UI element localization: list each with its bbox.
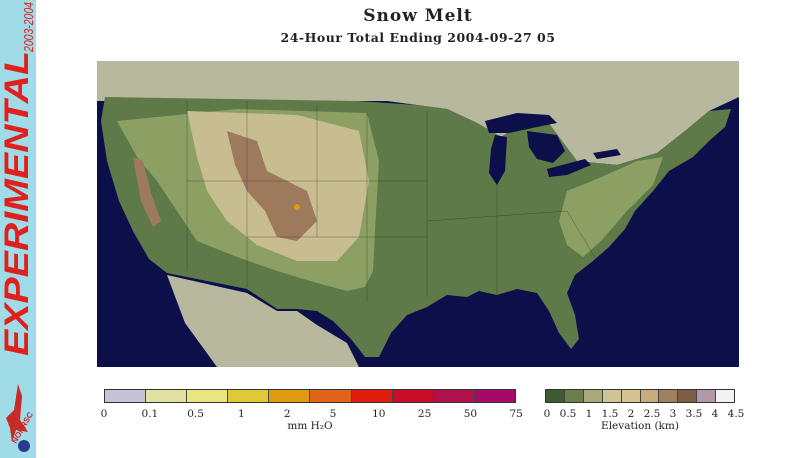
melt-tick-label: 0 — [100, 408, 108, 420]
snow-melt-spot — [294, 204, 300, 210]
melt-swatch — [310, 390, 352, 402]
elev-swatch — [546, 390, 565, 402]
elev-tick-label: 1.5 — [601, 408, 619, 420]
elevation-unit: Elevation (km) — [601, 420, 679, 432]
snow-melt-colorbar — [104, 389, 516, 403]
map-subtitle: 24-Hour Total Ending 2004-09-27 05 — [280, 30, 556, 45]
nohrsc-logo: NOHRSC — [6, 384, 34, 452]
melt-tick-label: 5 — [329, 408, 337, 420]
snow-melt-map — [97, 61, 739, 367]
map-title: Snow Melt — [363, 6, 473, 26]
elev-tick-label: 3.5 — [685, 408, 703, 420]
experimental-text: EXPERIMENTAL — [2, 51, 36, 356]
elev-tick-label: 2.5 — [643, 408, 661, 420]
rocky-mountains — [227, 131, 317, 241]
elev-swatch — [602, 390, 622, 402]
experimental-label: EXPERIMENTAL 2003-2004 — [2, 2, 36, 356]
melt-swatch — [228, 390, 270, 402]
melt-tick-label: 25 — [417, 408, 432, 420]
sierra-range — [133, 157, 161, 227]
melt-tick-label: 0.5 — [187, 408, 204, 420]
melt-tick-label: 1 — [238, 408, 245, 420]
melt-tick-label: 0.1 — [141, 408, 159, 420]
elev-swatch — [640, 390, 660, 402]
elev-swatch — [678, 390, 698, 402]
elev-swatch — [716, 390, 735, 402]
melt-swatch — [392, 390, 434, 402]
elev-tick-label: 4.5 — [727, 408, 745, 420]
melt-tick-label: 75 — [509, 408, 523, 420]
melt-swatch — [269, 390, 311, 402]
elev-tick-label: 1 — [585, 408, 593, 420]
lake-erie — [547, 159, 591, 177]
melt-tick-label: 2 — [283, 408, 291, 420]
elevation-colorbar — [545, 389, 735, 403]
elev-swatch — [659, 390, 679, 402]
lake-michigan — [489, 135, 507, 185]
melt-tick-label: 10 — [372, 408, 386, 420]
baja-land — [175, 287, 247, 367]
melt-tick-label: 50 — [463, 408, 478, 420]
canada-land — [97, 61, 739, 165]
elev-tick-label: 3 — [669, 408, 677, 420]
elev-swatch — [583, 390, 603, 402]
elev-tick-label: 0.5 — [559, 408, 577, 420]
melt-swatch — [146, 390, 188, 402]
melt-swatch — [105, 390, 147, 402]
lake-ontario — [593, 149, 621, 159]
melt-swatch — [351, 390, 393, 402]
snow-melt-unit: mm H₂O — [287, 420, 333, 432]
elev-tick-label: 0 — [543, 408, 551, 420]
appalachian-upland — [559, 157, 663, 257]
melt-swatch — [187, 390, 229, 402]
melt-swatch — [474, 390, 515, 402]
elev-swatch — [621, 390, 641, 402]
elev-swatch — [697, 390, 717, 402]
elev-swatch — [564, 390, 584, 402]
state-borders — [186, 101, 598, 301]
elev-tick-label: 4 — [711, 408, 719, 420]
melt-swatch — [433, 390, 475, 402]
lake-superior — [485, 113, 557, 133]
elev-tick-label: 2 — [627, 408, 635, 420]
sidebar: EXPERIMENTAL 2003-2004 NOHRSC — [0, 0, 36, 458]
lake-huron — [527, 131, 565, 163]
years-text: 2003-2004 — [21, 2, 36, 53]
